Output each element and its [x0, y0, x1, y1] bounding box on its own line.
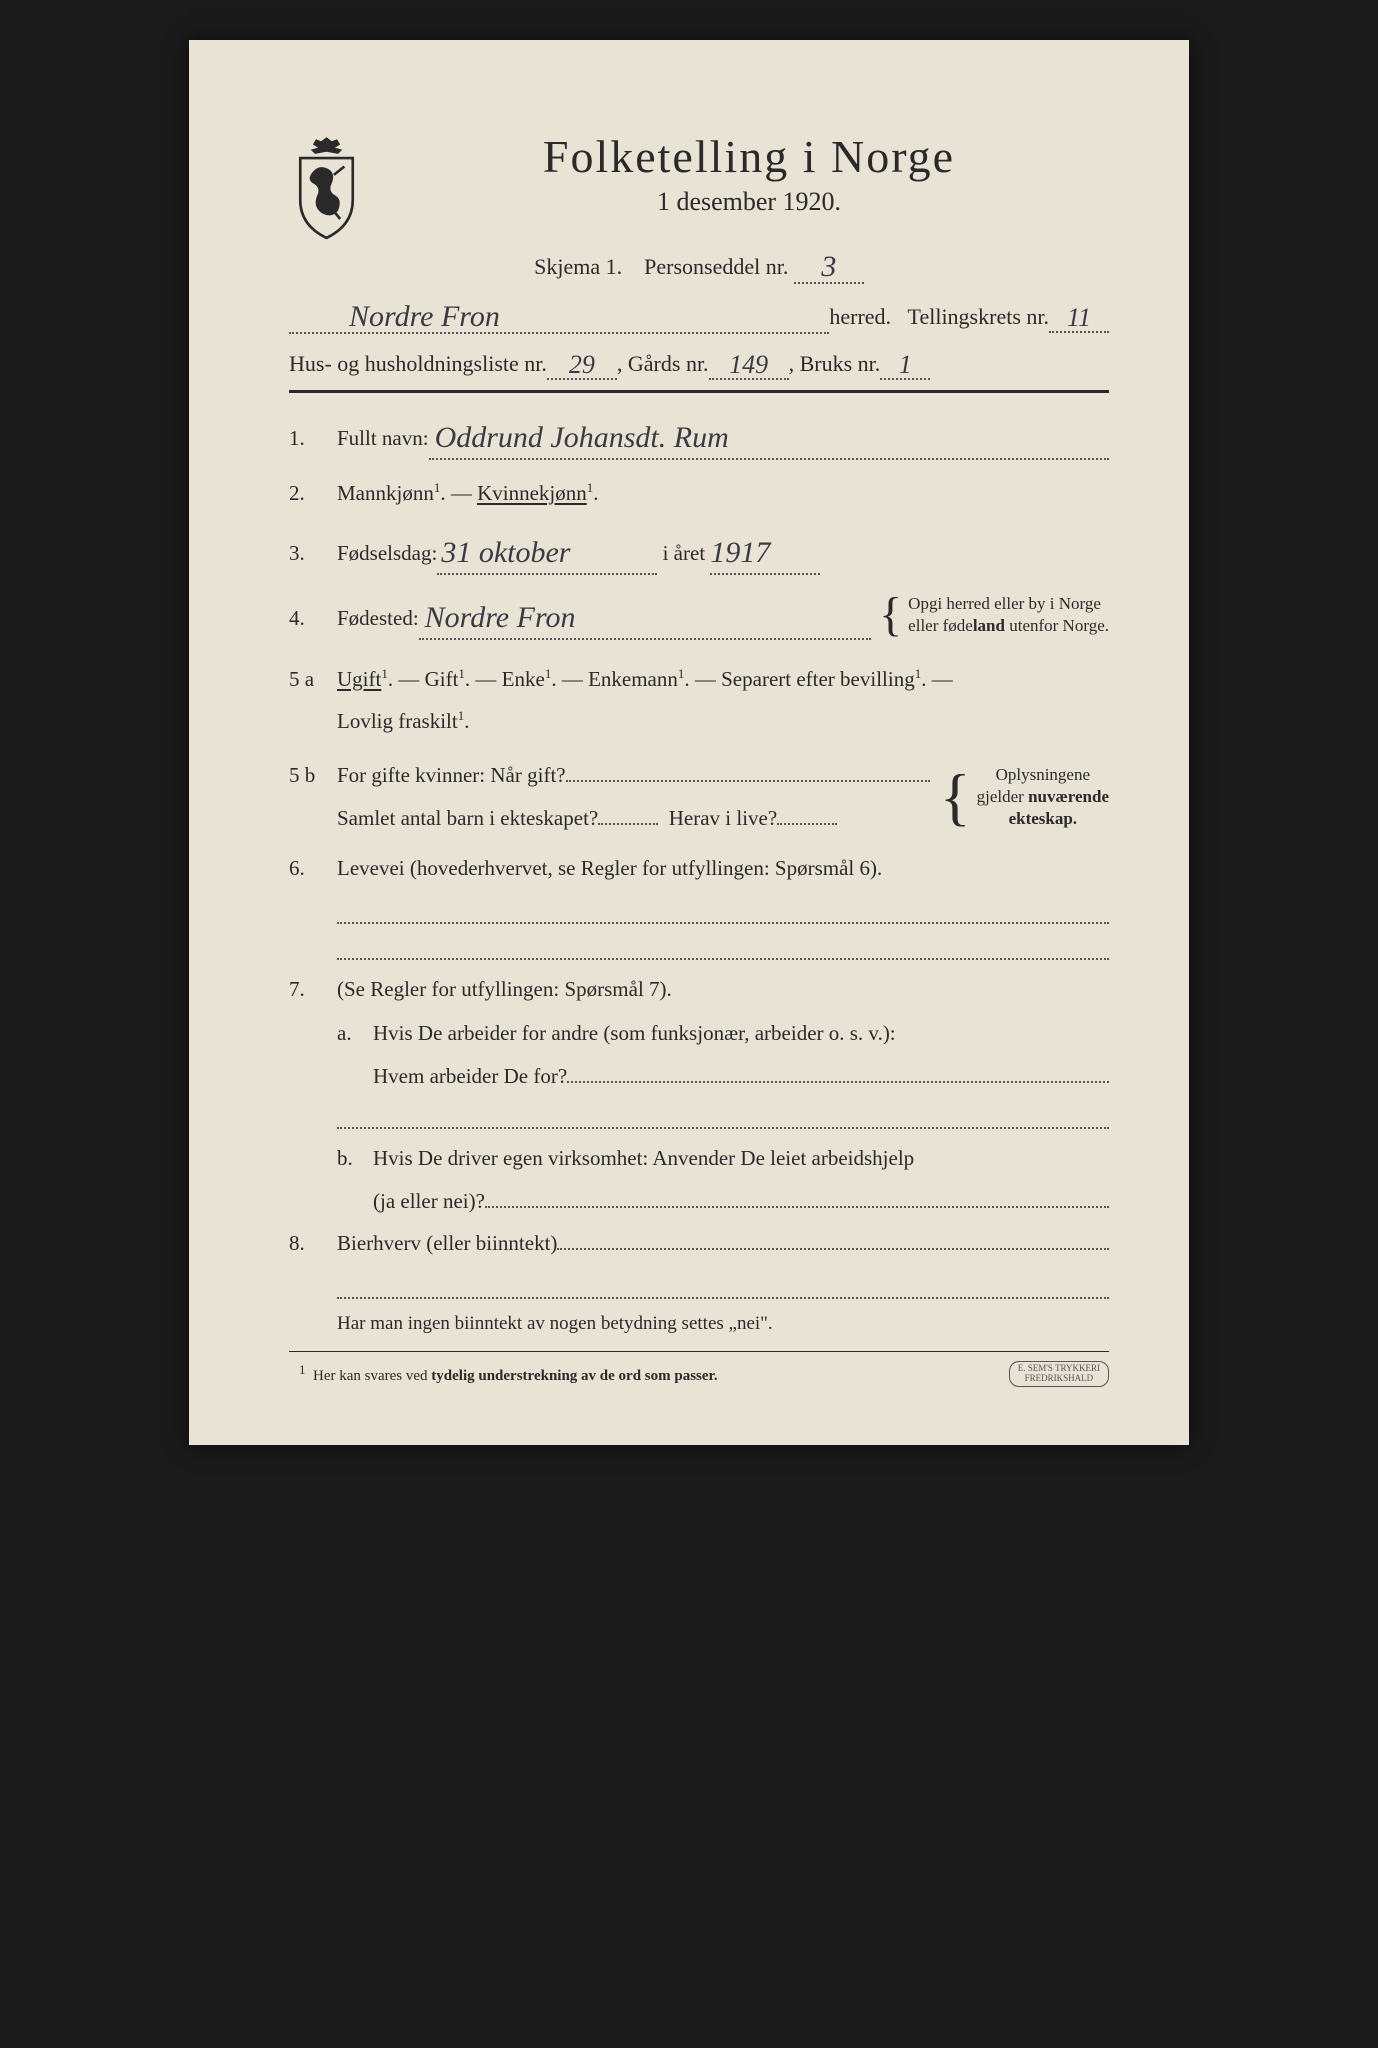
q3-num: 3. [289, 538, 337, 570]
q5b-note-l1: Oplysningene [977, 764, 1109, 786]
q5b-row: 5 b For gifte kvinner: Når gift? Samlet … [289, 760, 1109, 835]
q7-num: 7. [289, 974, 337, 1006]
q4-note: { Opgi herred eller by i Norge eller fød… [879, 593, 1109, 637]
q5b-note: { Oplysningene gjelder nuværende ekteska… [940, 764, 1109, 830]
q2-female: Kvinnekjønn [477, 481, 587, 505]
q5a-row: 5 a Ugift1. — Gift1. — Enke1. — Enkemann… [289, 658, 1109, 742]
gards-label: , Gårds nr. [617, 351, 709, 377]
footnote-num: 1 [299, 1362, 306, 1377]
q2-num: 2. [289, 478, 337, 510]
q1-label: Fullt navn: [337, 423, 429, 455]
tellingskrets-label: Tellingskrets nr. [908, 304, 1049, 330]
header: Folketelling i Norge 1 desember 1920. [289, 130, 1109, 240]
hint-text: Har man ingen biinntekt av nogen betydni… [337, 1313, 1109, 1335]
q6-blank-2 [337, 938, 1109, 960]
q8-label: Bierhverv (eller biinntekt) [337, 1228, 557, 1260]
q5a-num: 5 a [289, 664, 337, 696]
q8-blank [337, 1277, 1109, 1299]
q6-blank-1 [337, 902, 1109, 924]
q7a-l1: Hvis De arbeider for andre (som funksjon… [373, 1018, 1109, 1050]
main-title: Folketelling i Norge [389, 130, 1109, 183]
footnote-divider [289, 1351, 1109, 1352]
q5a-enkemann: Enkemann [588, 667, 678, 691]
subtitle: 1 desember 1920. [389, 187, 1109, 217]
coat-of-arms-icon [289, 135, 364, 240]
stamp-l2: FREDRIKSHALD [1018, 1374, 1100, 1384]
herred-name: Nordre Fron [289, 300, 500, 333]
q2-male: Mannkjønn [337, 481, 434, 505]
bruks-label: , Bruks nr. [789, 351, 881, 377]
q1-row: 1. Fullt navn: Oddrund Johansdt. Rum [289, 413, 1109, 460]
q7b-num: b. [337, 1143, 373, 1175]
q3-row: 3. Fødselsdag: 31 oktober i året 1917 [289, 528, 1109, 575]
q8-num: 8. [289, 1228, 337, 1260]
q4-label: Fødested: [337, 603, 419, 635]
hushold-label: Hus- og husholdningsliste nr. [289, 351, 547, 377]
q2-dash: — [451, 481, 477, 505]
q5a-enke: Enke [502, 667, 545, 691]
q6-num: 6. [289, 853, 337, 885]
hus-line: Hus- og husholdningsliste nr. 29 , Gårds… [289, 348, 1109, 380]
q3-mid: i året [663, 538, 706, 570]
q2-row: 2. Mannkjønn1. — Kvinnekjønn1. [289, 478, 1109, 510]
q5b-l2a: Samlet antal barn i ekteskapet? [337, 803, 598, 835]
q7a-num: a. [337, 1018, 373, 1050]
q7a-blank [337, 1107, 1109, 1129]
herred-label: herred. [829, 304, 891, 330]
q5b-note-l3: ekteskap. [1009, 809, 1077, 828]
gards-nr: 149 [729, 350, 768, 379]
q4-value: Nordre Fron [425, 601, 576, 634]
q6-text: Levevei (hovederhvervet, se Regler for u… [337, 853, 1109, 885]
q5a-separert: Separert efter bevilling [721, 667, 915, 691]
q4-row: 4. Fødested: Nordre Fron { Opgi herred e… [289, 593, 1109, 640]
q5a-gift: Gift [425, 667, 459, 691]
footnote: 1 Her kan svares ved tydelig understrekn… [299, 1362, 1109, 1385]
q6-row: 6. Levevei (hovederhvervet, se Regler fo… [289, 853, 1109, 885]
title-block: Folketelling i Norge 1 desember 1920. [389, 130, 1109, 237]
divider [289, 390, 1109, 393]
q5a-fraskilt: Lovlig fraskilt [337, 709, 458, 733]
q7b-l2: (ja eller nei)? [373, 1186, 485, 1218]
q7-row: 7. (Se Regler for utfyllingen: Spørsmål … [289, 974, 1109, 1006]
q7a-l2: Hvem arbeider De for? [373, 1061, 567, 1093]
tellingskrets-nr: 11 [1067, 303, 1091, 332]
census-form-page: Folketelling i Norge 1 desember 1920. Sk… [189, 40, 1189, 1445]
q3-year: 1917 [710, 536, 770, 569]
q5b-l1: For gifte kvinner: Når gift? [337, 760, 566, 792]
q4-num: 4. [289, 603, 337, 635]
q7a-row: a. Hvis De arbeider for andre (som funks… [337, 1018, 1109, 1093]
q4-note-l1: Opgi herred eller by i Norge [908, 593, 1109, 615]
q5a-ugift: Ugift [337, 667, 381, 691]
q7b-row: b. Hvis De driver egen virksomhet: Anven… [337, 1143, 1109, 1218]
q3-label: Fødselsdag: [337, 538, 437, 570]
q3-day: 31 oktober [441, 536, 570, 569]
skjema-label: Skjema 1. [534, 254, 622, 279]
brace-icon: { [940, 775, 971, 820]
q7-intro: (Se Regler for utfyllingen: Spørsmål 7). [337, 974, 1109, 1006]
personseddel-nr: 3 [821, 250, 836, 283]
q8-row: 8. Bierhverv (eller biinntekt) [289, 1228, 1109, 1260]
hushold-nr: 29 [569, 350, 595, 379]
bruks-nr: 1 [899, 350, 912, 379]
q5b-num: 5 b [289, 760, 337, 792]
q7b-l1: Hvis De driver egen virksomhet: Anvender… [373, 1143, 1109, 1175]
personseddel-label: Personseddel nr. [644, 254, 788, 279]
q5b-l2b: Herav i live? [669, 803, 777, 835]
herred-line: Nordre Fron herred. Tellingskrets nr. 11 [289, 298, 1109, 334]
skjema-line: Skjema 1. Personseddel nr. 3 [289, 248, 1109, 284]
brace-icon: { [879, 598, 902, 632]
printer-stamp: E. SEM'S TRYKKERI FREDRIKSHALD [1009, 1361, 1109, 1387]
q1-num: 1. [289, 423, 337, 455]
q1-value: Oddrund Johansdt. Rum [435, 421, 729, 454]
